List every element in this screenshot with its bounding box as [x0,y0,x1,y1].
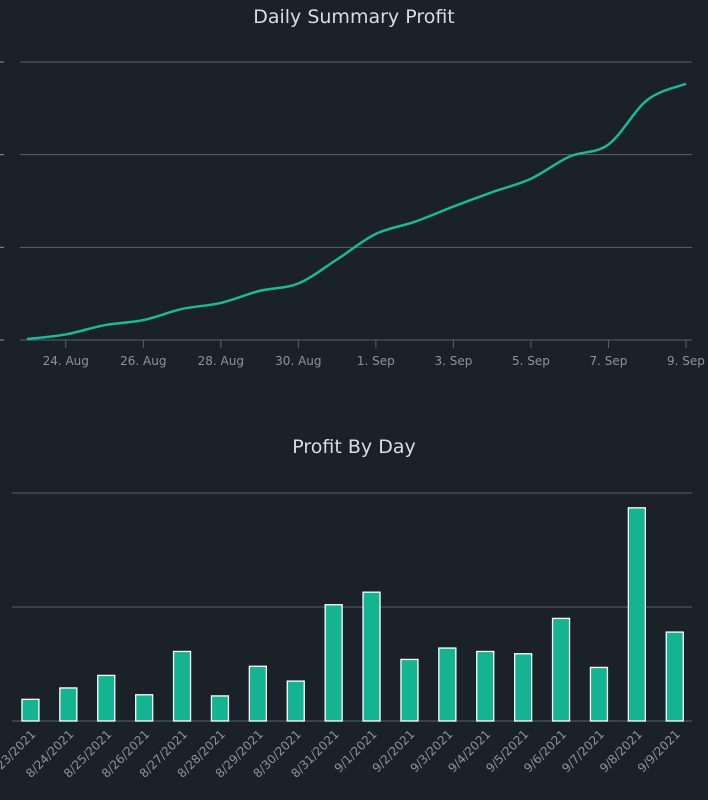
bar-chart-bar [551,617,571,722]
bar-chart-bar [59,687,78,722]
bar-chart-bar [400,658,419,722]
bar-chart-bar [665,631,684,722]
line-chart-x-tick-label: 24. Aug [43,354,89,368]
bar-chart-bar [589,666,609,722]
line-chart-x-tick-label: 5. Sep [512,354,550,368]
line-chart-x-tick-label: 26. Aug [120,354,166,368]
bar-chart-bar [362,591,381,722]
line-chart-title: Daily Summary Profit [253,6,455,28]
line-chart-x-tick-label: 1. Sep [357,354,395,368]
line-chart-point [606,142,610,146]
bar-chart-bar [627,507,646,722]
bar-chart-bar [476,650,495,722]
line-chart-point [374,232,378,236]
line-chart-series-line [26,82,687,341]
line-chart-x-tick-label: 28. Aug [198,354,244,368]
line-chart-point [529,177,533,181]
bar-chart-title: Profit By Day [292,436,416,458]
line-chart-x-tick-label: 7. Sep [590,354,628,368]
line-chart-point [451,205,455,209]
bar-chart-bar [514,653,533,722]
line-chart-point [180,307,184,311]
line-chart-point [258,289,262,293]
bar-chart-bar [248,665,268,722]
bar-chart-bar [97,674,116,722]
line-chart-point [413,220,417,224]
line-chart-point [296,281,300,285]
line-chart-point [141,318,145,322]
line-chart-point [490,190,494,194]
line-chart-point [219,301,223,305]
bar-chart-bar [210,695,230,722]
bar-chart-bar [324,604,343,722]
line-chart-point [25,337,29,341]
line-chart-x-tick-label: 3. Sep [434,354,472,368]
bar-chart-bar [134,694,154,722]
line-chart-x-tick-label: 9. Sep [667,354,705,368]
bar-chart-bar [172,650,192,722]
line-chart-point [645,98,649,102]
bar-chart-bar [21,698,40,722]
line-chart-point [335,257,339,261]
line-chart-point [684,82,688,86]
bar-chart-bar [438,647,457,722]
line-chart-x-tick-label: 30. Aug [275,354,321,368]
bar-chart-bar [286,680,305,722]
line-chart-point [64,332,68,336]
line-chart-point [568,155,572,159]
line-chart-point [103,323,107,327]
